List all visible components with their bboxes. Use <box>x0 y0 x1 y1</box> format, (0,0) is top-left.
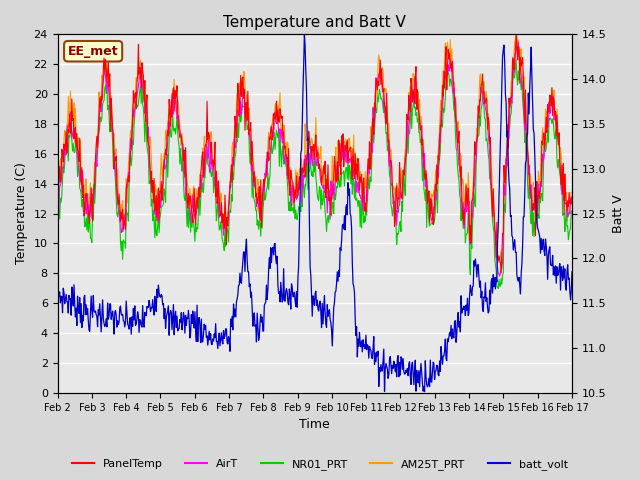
Title: Temperature and Batt V: Temperature and Batt V <box>223 15 406 30</box>
Text: EE_met: EE_met <box>68 45 118 58</box>
Y-axis label: Batt V: Batt V <box>612 194 625 233</box>
X-axis label: Time: Time <box>300 419 330 432</box>
Y-axis label: Temperature (C): Temperature (C) <box>15 163 28 264</box>
Legend: PanelTemp, AirT, NR01_PRT, AM25T_PRT, batt_volt: PanelTemp, AirT, NR01_PRT, AM25T_PRT, ba… <box>68 455 572 474</box>
